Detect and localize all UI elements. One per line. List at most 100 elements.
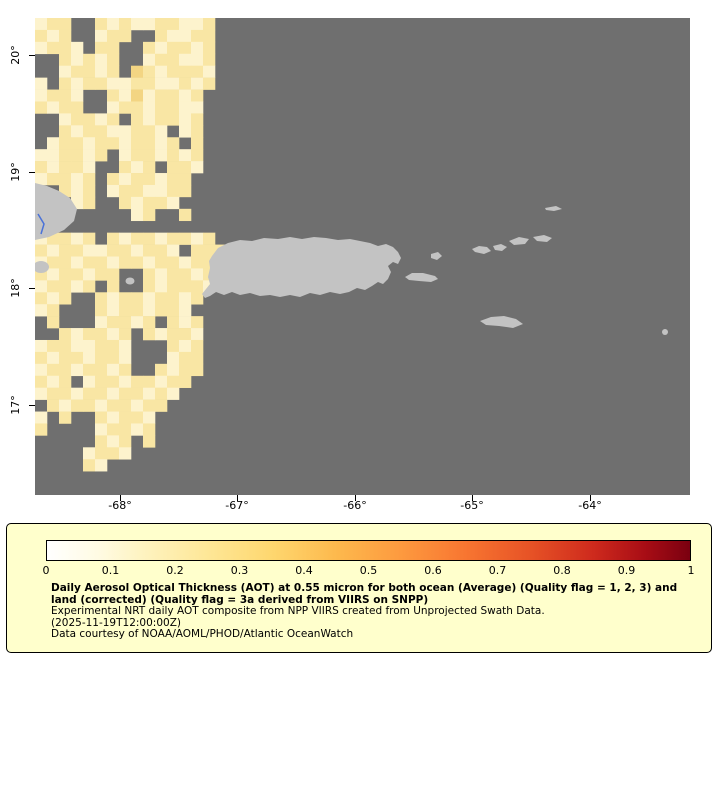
aot-cell (59, 101, 72, 114)
aot-cell (167, 268, 180, 281)
aot-cell (143, 184, 156, 198)
lat-tick (29, 172, 35, 173)
aot-cell (179, 125, 192, 138)
aot-cell (155, 280, 168, 293)
aot-cell (95, 125, 108, 138)
aot-cell (191, 328, 204, 341)
aot-cell (143, 53, 156, 67)
legend-text: Daily Aerosol Optical Thickness (AOT) at… (51, 582, 691, 641)
aot-cell (119, 304, 132, 317)
aot-cell (107, 232, 120, 245)
aot-cell (155, 18, 168, 31)
aot-cell (155, 375, 168, 388)
aot-cell (71, 339, 84, 353)
aot-cell (155, 184, 168, 198)
aot-cell (83, 387, 96, 400)
aot-cell (155, 268, 168, 281)
aot-cell (35, 351, 48, 365)
aot-cell (155, 304, 168, 317)
aot-cell (167, 41, 180, 55)
aot-cell (119, 399, 132, 412)
aot-cell (59, 173, 72, 186)
aot-cell (203, 53, 216, 67)
aot-cell (167, 304, 180, 317)
legend-timestamp: (2025-11-19T12:00:00Z) (51, 616, 181, 629)
aot-cell (191, 77, 204, 90)
aot-cell (71, 89, 84, 102)
aot-cell (143, 137, 156, 150)
st-john-island (493, 244, 507, 251)
aot-cell (47, 375, 60, 388)
aot-cell (95, 137, 108, 150)
aot-cell (167, 280, 180, 293)
aot-cell (59, 161, 72, 174)
aot-cell (83, 375, 96, 388)
aot-cell (131, 196, 144, 210)
aot-cell (167, 363, 180, 377)
aot-cell (131, 173, 144, 186)
aot-cell (143, 256, 156, 269)
aot-cell (167, 196, 180, 210)
aot-cell (167, 173, 180, 186)
aot-cell (119, 29, 132, 43)
aot-cell (47, 280, 60, 293)
aot-cell (71, 101, 84, 114)
aot-cell (155, 113, 168, 126)
aot-cell (179, 65, 192, 78)
aot-cell (71, 173, 84, 186)
aot-cell (119, 387, 132, 400)
aot-cell (143, 411, 156, 424)
aot-cell (167, 292, 180, 305)
aot-cell (167, 113, 180, 126)
aot-cell (95, 268, 108, 281)
aot-cell (155, 256, 168, 269)
aot-cell (131, 304, 144, 317)
aot-cell (59, 256, 72, 269)
aot-cell (191, 256, 204, 269)
aot-cell (95, 339, 108, 353)
aot-cell (179, 18, 192, 31)
aot-cell (131, 89, 144, 102)
aot-cell (191, 232, 204, 245)
aot-cell (35, 280, 48, 293)
aot-cell (203, 18, 216, 31)
aot-cell (191, 316, 204, 329)
aot-cell (143, 316, 156, 329)
aot-cell (47, 363, 60, 377)
puerto-rico-landmass (202, 237, 401, 298)
aot-cell (179, 173, 192, 186)
aot-cell (71, 351, 84, 365)
aot-cell (131, 399, 144, 412)
aot-cell (179, 53, 192, 67)
anegada-island (545, 206, 562, 211)
colorbar-scale: 0 0.1 0.2 0.3 0.4 0.5 0.6 0.7 0.8 0.9 1 (43, 564, 695, 577)
aot-cell (59, 280, 72, 293)
aot-cell (35, 411, 48, 424)
aot-cell (155, 149, 168, 162)
lon-tick (237, 495, 238, 501)
aot-cell (143, 101, 156, 114)
aot-cell (107, 292, 120, 305)
aot-cell (95, 363, 108, 377)
aot-cell (143, 387, 156, 400)
aot-cell (179, 280, 192, 293)
aot-cell (191, 268, 204, 281)
aot-cell (83, 65, 96, 78)
aot-cell (119, 196, 132, 210)
aot-cell (167, 77, 180, 90)
aot-cell (107, 101, 120, 114)
aot-cell (131, 387, 144, 400)
aot-cell (59, 244, 72, 257)
aot-cell (119, 184, 132, 198)
aot-cell (71, 184, 84, 198)
aot-cell (143, 375, 156, 388)
aot-cell (131, 375, 144, 388)
aot-cell (155, 292, 168, 305)
aot-cell (143, 77, 156, 90)
aot-cell (47, 173, 60, 186)
aot-cell (179, 363, 192, 377)
colorbar-tick-label: 0.1 (101, 564, 120, 577)
aot-cell (71, 244, 84, 257)
aot-cell (35, 244, 48, 257)
